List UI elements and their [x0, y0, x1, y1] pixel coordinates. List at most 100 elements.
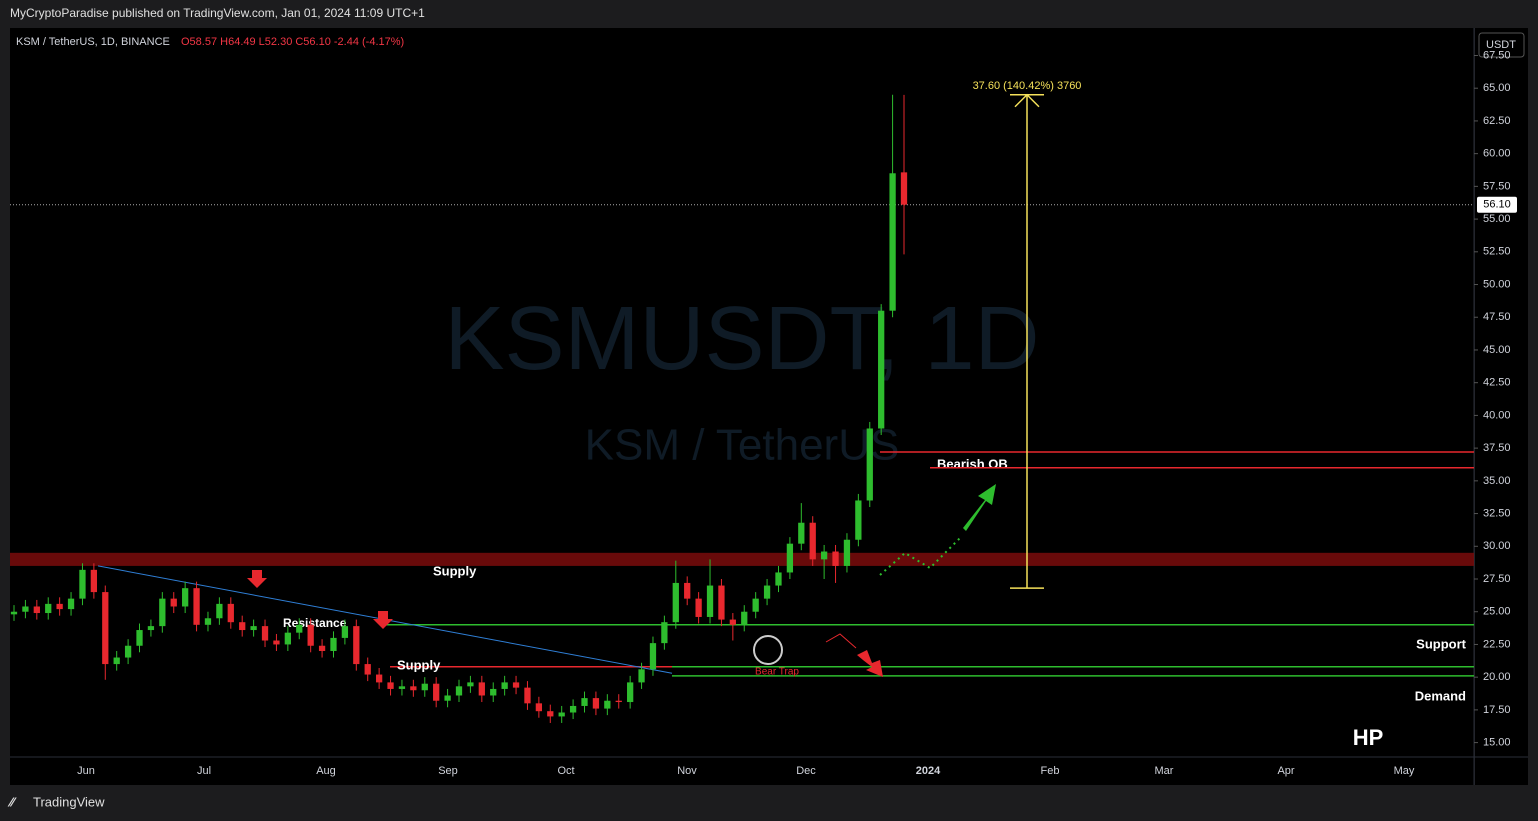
x-tick-label: May	[1394, 765, 1415, 777]
candle-body	[284, 632, 291, 645]
candle-body	[900, 172, 908, 205]
candle-body	[216, 603, 223, 619]
ohlc-legend: O58.57 H64.49 L52.30 C56.10 -2.44 (-4.17…	[181, 36, 404, 48]
brand: TradingView	[33, 794, 105, 809]
candle-body	[56, 603, 63, 610]
y-tick-label: 55.00	[1483, 213, 1511, 225]
candle-body	[375, 674, 383, 683]
candle-body	[421, 683, 428, 691]
level-label: Demand	[1415, 688, 1466, 703]
x-tick-label: Sep	[438, 765, 458, 777]
y-tick-label: 45.00	[1483, 344, 1511, 356]
currency-button[interactable]	[1478, 32, 1525, 58]
candle-body	[330, 637, 337, 651]
measure-label: 37.60 (140.42%) 3760	[973, 80, 1082, 92]
x-tick-label: Apr	[1277, 765, 1294, 777]
candle-body	[684, 582, 691, 599]
x-tick-label: Nov	[677, 765, 697, 777]
x-tick-label: Oct	[557, 765, 574, 777]
candle-body	[878, 310, 885, 429]
candle-body	[296, 624, 303, 633]
candle-body	[809, 522, 816, 560]
last-price-label: 56.10	[1483, 199, 1511, 211]
y-tick-label: 30.00	[1483, 540, 1511, 552]
signature: HP	[1353, 725, 1384, 750]
candle-body	[638, 669, 645, 683]
level-label: Supply	[397, 657, 441, 672]
candle-body	[318, 645, 326, 651]
candle-body	[478, 682, 485, 696]
candle-body	[672, 582, 679, 623]
y-tick-label: 42.50	[1483, 377, 1511, 389]
red-arrow	[857, 650, 883, 677]
candle-body	[581, 698, 588, 706]
x-tick-label: Mar	[1155, 765, 1174, 777]
currency[interactable]: USDT	[1486, 39, 1516, 51]
candle-body	[102, 592, 109, 665]
y-tick-label: 50.00	[1483, 278, 1511, 290]
candle-body	[866, 428, 873, 501]
watermark: KSMUSDT, 1D	[444, 289, 1039, 389]
red-arrow	[247, 570, 267, 588]
candle-body	[490, 688, 497, 696]
y-tick-label: 62.50	[1483, 115, 1511, 127]
candle-body	[615, 700, 622, 703]
candle-body	[124, 645, 132, 658]
candle-body	[786, 543, 794, 573]
supply-zone	[10, 552, 1474, 566]
y-tick-label: 35.00	[1483, 475, 1511, 487]
candle-body	[239, 622, 246, 631]
candle-body	[843, 539, 851, 566]
brand-logo: ⁄⁄	[7, 794, 17, 809]
x-tick-label: Feb	[1041, 765, 1060, 777]
candle-body	[341, 626, 349, 638]
publisher: MyCryptoParadise published on TradingVie…	[10, 6, 425, 20]
candle-body	[798, 522, 805, 544]
candle-body	[741, 611, 748, 625]
trendline-label: Resistance	[283, 616, 347, 630]
candle-body	[353, 626, 360, 665]
plot-area	[10, 28, 1474, 785]
candle-body	[775, 572, 782, 586]
candle-body	[455, 686, 463, 696]
y-tick-label: 32.50	[1483, 507, 1511, 519]
symbol: KSM / TetherUS, 1D, BINANCE	[16, 36, 170, 48]
y-tick-label: 65.00	[1483, 82, 1511, 94]
candle-body	[45, 603, 52, 614]
candle-body	[33, 606, 40, 614]
candle-body	[706, 585, 714, 617]
y-tick-label: 52.50	[1483, 246, 1511, 258]
y-tick-label: 27.50	[1483, 573, 1511, 585]
candle-body	[67, 598, 75, 610]
candle-body	[159, 598, 166, 627]
bear-trap-label: Bear Trap	[755, 667, 799, 678]
candle-body	[535, 703, 543, 712]
candle-body	[604, 700, 611, 709]
candle-body	[524, 687, 531, 704]
red-arrow	[825, 633, 857, 649]
candle-body	[79, 569, 86, 599]
candle-body	[855, 500, 862, 540]
candle-body	[592, 698, 600, 709]
x-tick-label: Dec	[796, 765, 816, 777]
candle-body	[22, 606, 29, 612]
candle-body	[695, 598, 702, 617]
y-tick-label: 20.00	[1483, 671, 1511, 683]
last-price-box	[1477, 196, 1517, 213]
candle-body	[364, 664, 371, 675]
candle-body	[227, 603, 234, 623]
candle-body	[204, 618, 212, 625]
candle-body	[752, 598, 759, 612]
candle-body	[569, 705, 577, 713]
candle-body	[193, 588, 200, 625]
y-tick-label: 60.00	[1483, 148, 1511, 160]
price-axis	[1475, 28, 1528, 785]
candle-body	[501, 682, 508, 689]
candle-body	[467, 682, 474, 687]
candle-body	[729, 619, 736, 625]
y-tick-label: 67.50	[1483, 49, 1511, 61]
measure-arrow	[1014, 93, 1040, 108]
candle-body	[410, 686, 417, 691]
x-tick-label: Jun	[77, 765, 95, 777]
y-tick-label: 40.00	[1483, 409, 1511, 421]
